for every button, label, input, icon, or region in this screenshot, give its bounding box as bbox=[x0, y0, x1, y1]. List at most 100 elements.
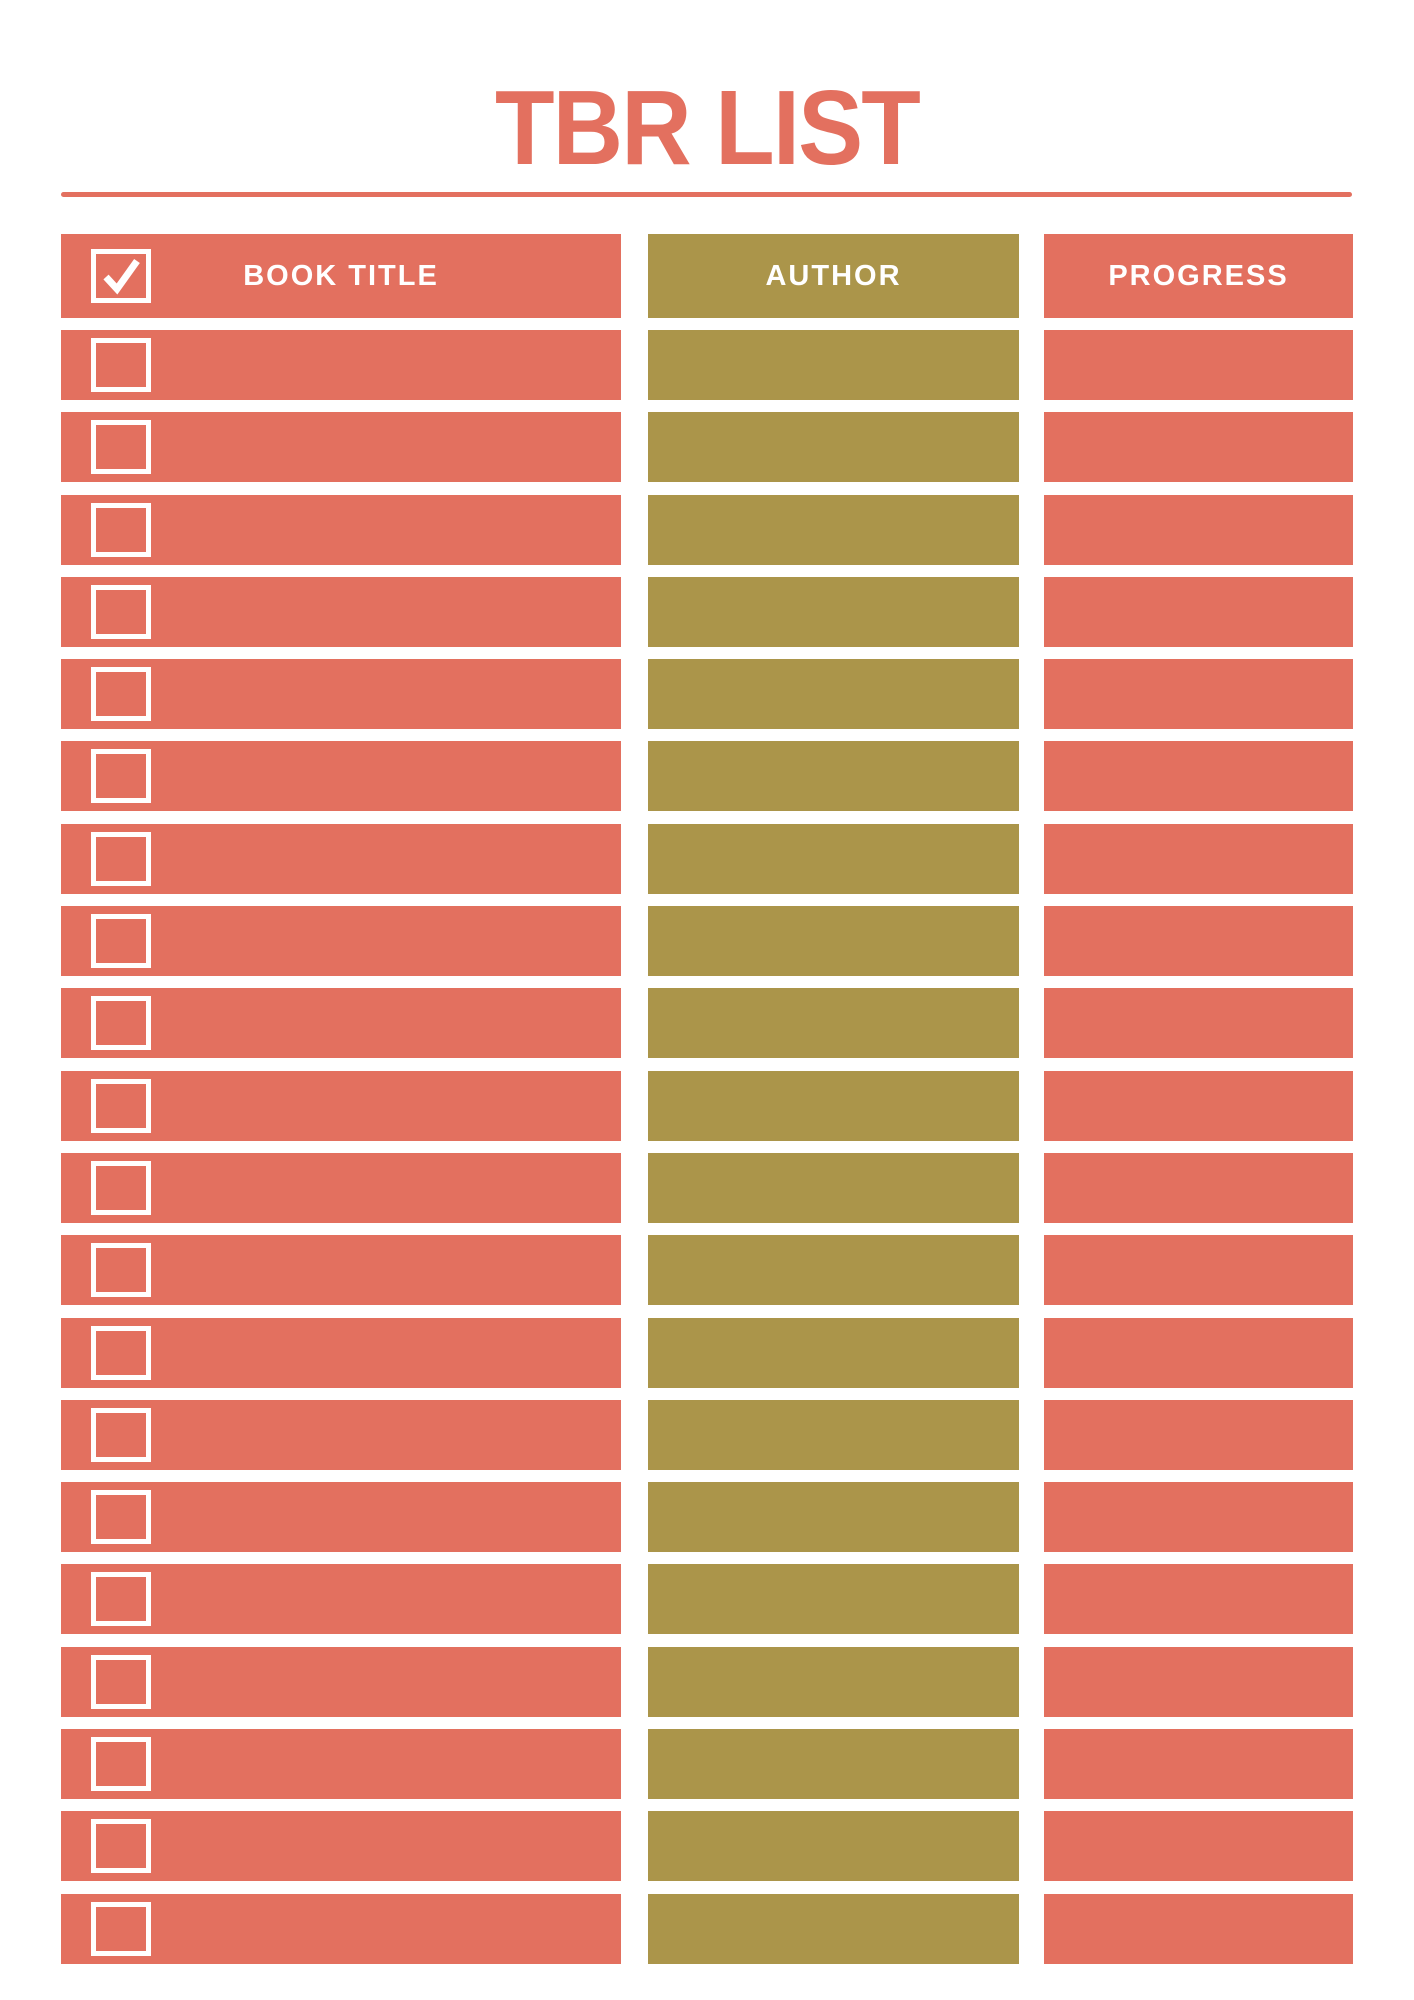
row-checkbox[interactable] bbox=[91, 1325, 151, 1380]
author-field[interactable] bbox=[648, 1317, 1019, 1388]
table-header-row: BOOK TITLE AUTHOR PROGRESS bbox=[61, 234, 1353, 318]
progress-field[interactable] bbox=[1044, 576, 1353, 647]
table-row bbox=[61, 1399, 1353, 1470]
author-field[interactable] bbox=[648, 823, 1019, 894]
book-title-header-label: BOOK TITLE bbox=[243, 259, 439, 292]
row-checkbox[interactable] bbox=[91, 1407, 151, 1462]
book-title-field[interactable] bbox=[61, 330, 621, 400]
progress-field[interactable] bbox=[1044, 494, 1353, 565]
author-field[interactable] bbox=[648, 1564, 1019, 1635]
table-row bbox=[61, 1482, 1353, 1553]
author-field[interactable] bbox=[648, 1893, 1019, 1964]
row-checkbox[interactable] bbox=[91, 1490, 151, 1545]
row-checkbox[interactable] bbox=[91, 996, 151, 1051]
progress-header-label: PROGRESS bbox=[1108, 259, 1289, 292]
book-title-field[interactable] bbox=[61, 1811, 621, 1882]
table-row bbox=[61, 823, 1353, 894]
author-field[interactable] bbox=[648, 906, 1019, 977]
row-checkbox[interactable] bbox=[91, 1819, 151, 1874]
book-title-field[interactable] bbox=[61, 1070, 621, 1141]
table-row bbox=[61, 1646, 1353, 1717]
row-checkbox[interactable] bbox=[91, 1572, 151, 1627]
book-title-field[interactable] bbox=[61, 659, 621, 730]
book-title-field[interactable] bbox=[61, 1564, 621, 1635]
table-row bbox=[61, 1235, 1353, 1306]
progress-field[interactable] bbox=[1044, 1152, 1353, 1223]
progress-field[interactable] bbox=[1044, 1811, 1353, 1882]
table-row bbox=[61, 330, 1353, 400]
book-title-field[interactable] bbox=[61, 1399, 621, 1470]
book-title-field[interactable] bbox=[61, 906, 621, 977]
book-title-field[interactable] bbox=[61, 494, 621, 565]
table-row bbox=[61, 1893, 1353, 1964]
progress-field[interactable] bbox=[1044, 412, 1353, 483]
progress-field[interactable] bbox=[1044, 1317, 1353, 1388]
author-field[interactable] bbox=[648, 1152, 1019, 1223]
book-title-field[interactable] bbox=[61, 1893, 621, 1964]
book-title-field[interactable] bbox=[61, 823, 621, 894]
progress-field[interactable] bbox=[1044, 659, 1353, 730]
row-checkbox[interactable] bbox=[91, 338, 151, 392]
row-checkbox[interactable] bbox=[91, 749, 151, 804]
progress-field[interactable] bbox=[1044, 1893, 1353, 1964]
author-field[interactable] bbox=[648, 1811, 1019, 1882]
row-checkbox[interactable] bbox=[91, 1654, 151, 1709]
book-title-field[interactable] bbox=[61, 412, 621, 483]
author-field[interactable] bbox=[648, 494, 1019, 565]
progress-field[interactable] bbox=[1044, 1070, 1353, 1141]
book-title-field[interactable] bbox=[61, 741, 621, 812]
row-checkbox[interactable] bbox=[91, 667, 151, 722]
progress-field[interactable] bbox=[1044, 1564, 1353, 1635]
progress-field[interactable] bbox=[1044, 1235, 1353, 1306]
progress-field[interactable] bbox=[1044, 330, 1353, 400]
book-title-field[interactable] bbox=[61, 576, 621, 647]
author-field[interactable] bbox=[648, 1399, 1019, 1470]
progress-field[interactable] bbox=[1044, 1729, 1353, 1800]
row-checkbox[interactable] bbox=[91, 1901, 151, 1956]
header-cell-progress: PROGRESS bbox=[1044, 234, 1353, 318]
progress-field[interactable] bbox=[1044, 1646, 1353, 1717]
table-body bbox=[61, 330, 1353, 1964]
author-field[interactable] bbox=[648, 1729, 1019, 1800]
book-title-field[interactable] bbox=[61, 1152, 621, 1223]
author-field[interactable] bbox=[648, 988, 1019, 1059]
author-field[interactable] bbox=[648, 412, 1019, 483]
progress-field[interactable] bbox=[1044, 1399, 1353, 1470]
book-title-field[interactable] bbox=[61, 988, 621, 1059]
row-checkbox[interactable] bbox=[91, 1243, 151, 1298]
author-field[interactable] bbox=[648, 659, 1019, 730]
row-checkbox[interactable] bbox=[91, 1078, 151, 1133]
author-field[interactable] bbox=[648, 576, 1019, 647]
row-checkbox[interactable] bbox=[91, 1160, 151, 1215]
progress-field[interactable] bbox=[1044, 823, 1353, 894]
header-cell-book-title: BOOK TITLE bbox=[61, 234, 621, 318]
author-field[interactable] bbox=[648, 1646, 1019, 1717]
author-field[interactable] bbox=[648, 1070, 1019, 1141]
author-field[interactable] bbox=[648, 1235, 1019, 1306]
book-title-field[interactable] bbox=[61, 1482, 621, 1553]
table-row bbox=[61, 1070, 1353, 1141]
row-checkbox[interactable] bbox=[91, 914, 151, 969]
author-field[interactable] bbox=[648, 1482, 1019, 1553]
progress-field[interactable] bbox=[1044, 741, 1353, 812]
tbr-table: BOOK TITLE AUTHOR PROGRESS bbox=[61, 234, 1353, 1976]
book-title-field[interactable] bbox=[61, 1317, 621, 1388]
row-checkbox[interactable] bbox=[91, 502, 151, 557]
row-checkbox[interactable] bbox=[91, 831, 151, 886]
book-title-field[interactable] bbox=[61, 1646, 621, 1717]
row-checkbox[interactable] bbox=[91, 1737, 151, 1792]
progress-field[interactable] bbox=[1044, 1482, 1353, 1553]
row-checkbox[interactable] bbox=[91, 584, 151, 639]
progress-field[interactable] bbox=[1044, 988, 1353, 1059]
row-checkbox[interactable] bbox=[91, 420, 151, 475]
author-field[interactable] bbox=[648, 330, 1019, 400]
author-field[interactable] bbox=[648, 741, 1019, 812]
book-title-field[interactable] bbox=[61, 1235, 621, 1306]
title-divider bbox=[61, 192, 1352, 197]
book-title-field[interactable] bbox=[61, 1729, 621, 1800]
table-row bbox=[61, 906, 1353, 977]
table-row bbox=[61, 741, 1353, 812]
progress-field[interactable] bbox=[1044, 906, 1353, 977]
author-header-label: AUTHOR bbox=[765, 259, 902, 292]
